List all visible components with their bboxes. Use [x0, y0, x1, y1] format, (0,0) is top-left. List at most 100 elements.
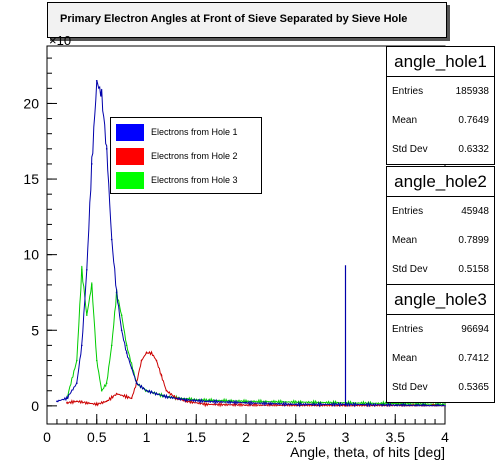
- stats-std-label: Std Dev: [392, 382, 428, 393]
- stats-mean-value: 0.7412: [458, 353, 489, 364]
- stats-title: angle_hole1: [387, 47, 494, 77]
- legend-label-hole3: Electrons from Hole 3: [151, 175, 238, 185]
- data-point: [86, 314, 88, 316]
- y-tick-label: 5: [31, 322, 39, 338]
- stats-entries-label: Entries: [392, 206, 423, 217]
- data-point: [106, 401, 108, 403]
- data-point: [106, 382, 108, 384]
- stats-box-hole2: angle_hole2 Entries 45948 Mean 0.7899 Std …: [386, 166, 495, 285]
- legend-swatch-hole1: [116, 124, 144, 141]
- data-point: [131, 397, 133, 399]
- x-tick-label: 0: [43, 429, 51, 445]
- data-point: [146, 352, 148, 354]
- data-point: [106, 148, 108, 150]
- stats-std-value: 0.6332: [458, 144, 489, 155]
- data-point: [161, 375, 163, 377]
- x-tick-label: 3.5: [386, 429, 406, 445]
- data-point: [166, 396, 168, 398]
- stats-entries-value: 96694: [461, 324, 489, 335]
- stats-box-hole1: angle_hole1 Entries 185938 Mean 0.7649 Std…: [386, 46, 495, 165]
- data-point: [111, 345, 113, 347]
- data-point: [444, 404, 446, 406]
- stats-std-label: Std Dev: [392, 144, 428, 155]
- legend-item-hole2: Electrons from Hole 2: [116, 148, 256, 165]
- stats-mean-label: Mean: [392, 115, 417, 126]
- data-point: [56, 401, 58, 403]
- data-point: [76, 382, 78, 384]
- x-tick-label: 1.5: [187, 429, 207, 445]
- data-point: [121, 314, 123, 316]
- data-point: [76, 360, 78, 362]
- stats-box-hole3: angle_hole3 Entries 96694 Mean 0.7412 Std …: [386, 284, 495, 403]
- data-point: [116, 292, 118, 294]
- data-point: [146, 390, 148, 392]
- data-point: [245, 402, 247, 404]
- data-point: [245, 404, 247, 406]
- y-tick-label: 15: [23, 171, 39, 187]
- stats-std-value: 0.5158: [458, 264, 489, 275]
- stats-mean-label: Mean: [392, 353, 417, 364]
- data-point: [116, 393, 118, 395]
- data-point: [96, 404, 98, 406]
- stats-title: angle_hole3: [387, 285, 494, 315]
- x-tick-label: 2: [242, 429, 250, 445]
- data-point: [126, 345, 128, 347]
- data-point: [151, 352, 153, 354]
- data-point: [186, 399, 188, 401]
- data-point: [205, 404, 207, 406]
- data-point: [101, 95, 103, 97]
- x-axis-title: Angle, theta, of hits [deg]: [290, 444, 445, 460]
- data-point: [126, 396, 128, 398]
- title-box: Primary Electron Angles at Front of Siev…: [47, 2, 447, 38]
- stats-mean-value: 0.7649: [458, 115, 489, 126]
- y-tick-label: 20: [23, 95, 39, 111]
- data-point: [101, 390, 103, 392]
- data-point: [76, 401, 78, 403]
- legend-item-hole1: Electrons from Hole 1: [116, 124, 256, 141]
- data-point: [81, 345, 83, 347]
- data-point: [444, 405, 446, 407]
- stats-entries-label: Entries: [392, 86, 423, 97]
- data-point: [126, 352, 128, 354]
- stats-mean-label: Mean: [392, 235, 417, 246]
- data-point: [205, 401, 207, 403]
- legend-label-hole2: Electrons from Hole 2: [151, 151, 238, 161]
- data-point: [394, 404, 396, 406]
- y-tick-label: 0: [31, 398, 39, 414]
- y-exponent-label: ×10: [49, 33, 71, 48]
- data-point: [86, 402, 88, 404]
- data-point: [91, 284, 93, 286]
- stats-std-value: 0.5365: [458, 382, 489, 393]
- x-tick-label: 3: [342, 429, 350, 445]
- legend: Electrons from Hole 1 Electrons from Hol…: [110, 117, 262, 194]
- stats-title: angle_hole2: [387, 167, 494, 197]
- data-point: [86, 269, 88, 271]
- stats-mean-value: 0.7899: [458, 235, 489, 246]
- chart-title: Primary Electron Angles at Front of Siev…: [60, 13, 407, 25]
- data-point: [121, 329, 123, 331]
- legend-label-hole1: Electrons from Hole 1: [151, 127, 238, 137]
- data-point: [91, 163, 93, 165]
- data-point: [156, 360, 158, 362]
- legend-swatch-hole2: [116, 148, 144, 165]
- x-tick-label: 0.5: [87, 429, 107, 445]
- legend-swatch-hole3: [116, 172, 144, 189]
- data-point: [141, 360, 143, 362]
- data-point: [96, 80, 98, 82]
- x-tick-label: 2.5: [286, 429, 306, 445]
- data-point: [295, 404, 297, 406]
- data-point: [136, 382, 138, 384]
- data-point: [66, 397, 68, 399]
- stats-std-label: Std Dev: [392, 264, 428, 275]
- data-point: [156, 393, 158, 395]
- data-point: [131, 367, 133, 369]
- legend-item-hole3: Electrons from Hole 3: [116, 172, 256, 189]
- stats-entries-value: 185938: [456, 86, 489, 97]
- data-point: [96, 360, 98, 362]
- x-tick-label: 4: [441, 429, 449, 445]
- x-tick-label: 1: [143, 429, 151, 445]
- data-point: [111, 239, 113, 241]
- data-point: [66, 402, 68, 404]
- data-point: [166, 390, 168, 392]
- stats-entries-value: 45948: [461, 206, 489, 217]
